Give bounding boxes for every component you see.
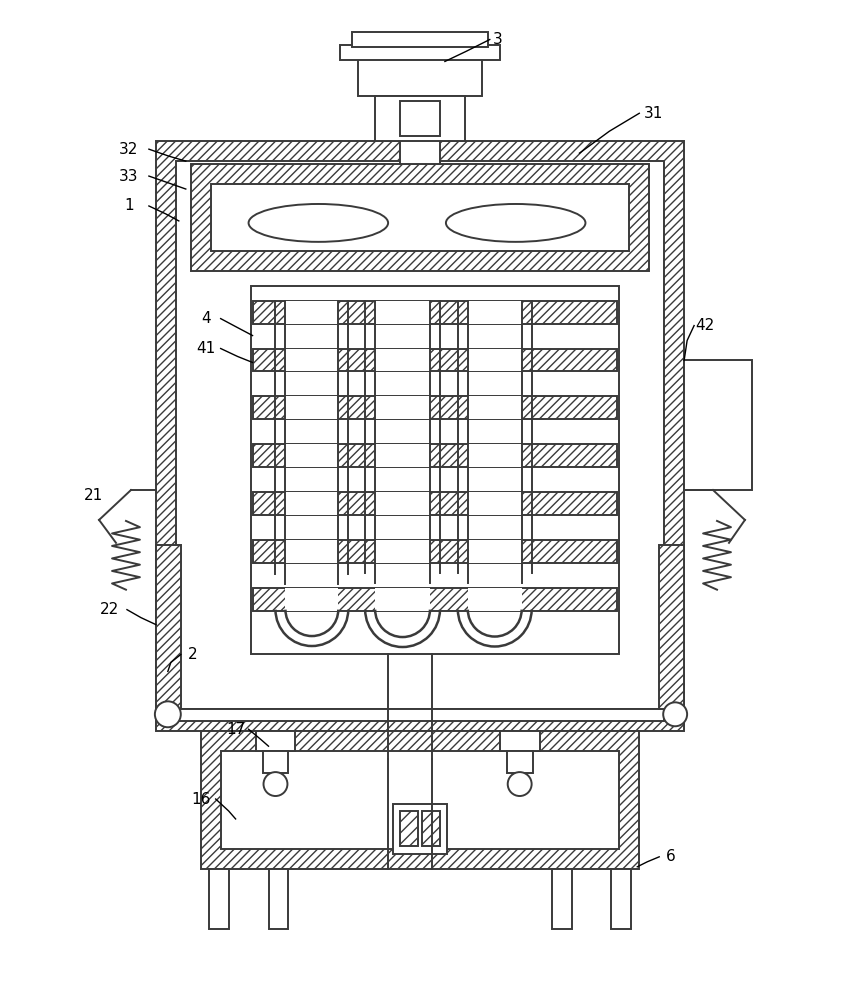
- Bar: [285, 588, 338, 611]
- Text: 32: 32: [120, 142, 139, 157]
- Bar: [285, 396, 338, 419]
- Text: 42: 42: [695, 318, 715, 333]
- Ellipse shape: [248, 204, 388, 242]
- Bar: [422, 811, 440, 846]
- Bar: [253, 349, 617, 371]
- Bar: [253, 396, 617, 419]
- Bar: [468, 444, 522, 467]
- Bar: [156, 141, 685, 729]
- Circle shape: [264, 772, 287, 796]
- Bar: [200, 731, 639, 869]
- Bar: [285, 492, 338, 515]
- Bar: [176, 161, 664, 709]
- Text: 3: 3: [493, 32, 503, 47]
- Bar: [400, 101, 440, 136]
- Bar: [468, 349, 522, 371]
- Bar: [376, 349, 430, 371]
- Bar: [191, 164, 649, 271]
- Bar: [156, 545, 181, 709]
- Bar: [256, 731, 296, 751]
- Bar: [400, 811, 418, 846]
- Bar: [285, 444, 338, 467]
- Text: 1: 1: [124, 198, 134, 213]
- Bar: [376, 444, 430, 467]
- Bar: [340, 45, 500, 60]
- Bar: [376, 588, 430, 611]
- Text: 16: 16: [191, 792, 210, 807]
- Text: 17: 17: [226, 722, 245, 737]
- Circle shape: [155, 701, 181, 727]
- Bar: [253, 540, 617, 563]
- Bar: [210, 184, 629, 251]
- Bar: [376, 492, 430, 515]
- Bar: [285, 540, 338, 563]
- Bar: [253, 301, 617, 324]
- Bar: [269, 869, 289, 929]
- Bar: [611, 869, 632, 929]
- Bar: [468, 396, 522, 419]
- Bar: [468, 588, 522, 611]
- Text: 6: 6: [666, 849, 676, 864]
- Bar: [221, 751, 620, 849]
- Bar: [468, 492, 522, 515]
- Bar: [251, 286, 620, 654]
- Bar: [393, 804, 447, 854]
- Bar: [352, 32, 488, 47]
- Bar: [659, 545, 685, 709]
- Bar: [176, 709, 664, 721]
- Bar: [376, 540, 430, 563]
- Text: 22: 22: [99, 602, 119, 617]
- Ellipse shape: [446, 204, 585, 242]
- Bar: [500, 731, 540, 751]
- Bar: [156, 709, 685, 731]
- Bar: [285, 349, 338, 371]
- Bar: [468, 540, 522, 563]
- Bar: [209, 869, 229, 929]
- Bar: [285, 301, 338, 324]
- Bar: [263, 751, 289, 773]
- Bar: [685, 360, 752, 490]
- Bar: [376, 301, 430, 324]
- Bar: [507, 751, 533, 773]
- Text: 41: 41: [196, 341, 216, 356]
- Text: 33: 33: [120, 169, 139, 184]
- Bar: [552, 869, 572, 929]
- Circle shape: [508, 772, 531, 796]
- Bar: [468, 301, 522, 324]
- Bar: [400, 56, 440, 164]
- Bar: [253, 588, 617, 611]
- Bar: [376, 96, 465, 141]
- Bar: [376, 396, 430, 419]
- Text: 21: 21: [83, 488, 103, 503]
- Circle shape: [663, 702, 687, 726]
- Text: 4: 4: [201, 311, 210, 326]
- Bar: [358, 56, 482, 96]
- Text: 2: 2: [188, 647, 198, 662]
- Bar: [253, 492, 617, 515]
- Text: 31: 31: [643, 106, 663, 121]
- Bar: [253, 444, 617, 467]
